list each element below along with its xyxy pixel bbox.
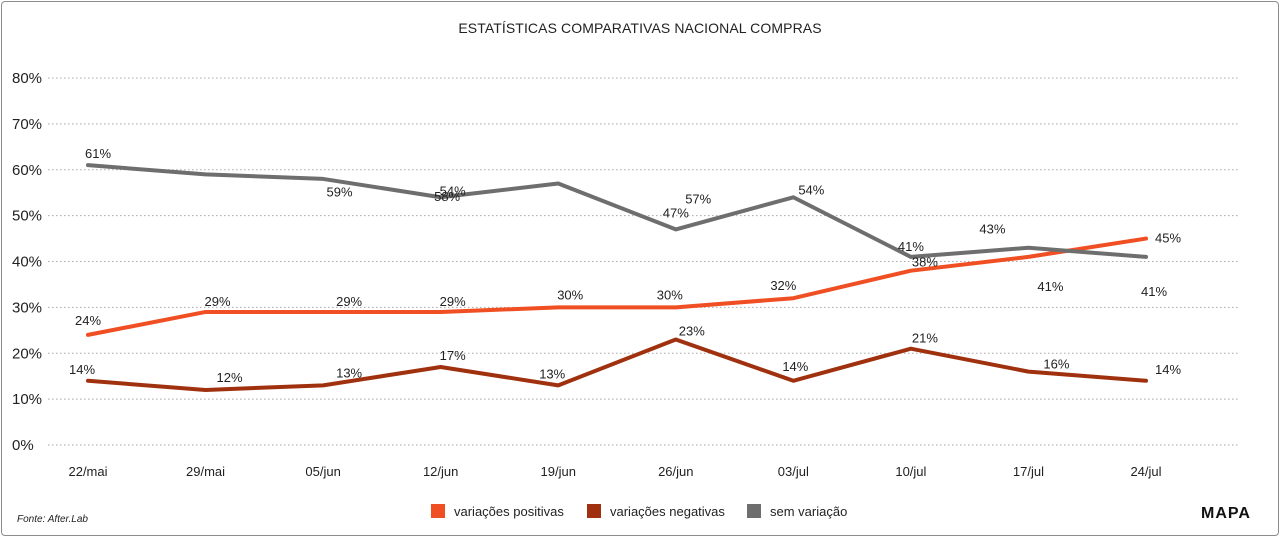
data-label: 59% [327, 184, 353, 199]
y-tick-label: 30% [12, 299, 42, 316]
legend-swatch-sem-variacao [747, 504, 761, 518]
legend-item-variacoes-negativas: variações negativas [587, 501, 725, 521]
data-label: 54% [798, 182, 824, 197]
y-tick-label: 50% [12, 208, 42, 225]
y-tick-label: 0% [12, 437, 34, 454]
data-label: 14% [1155, 362, 1181, 377]
data-label: 29% [440, 294, 466, 309]
data-label: 17% [440, 348, 466, 363]
data-label: 47% [663, 205, 689, 220]
legend-label-sem-variacao: sem variação [770, 503, 848, 519]
y-tick-label: 20% [12, 345, 42, 362]
x-tick-label: 22/mai [68, 464, 107, 479]
legend-swatch-variacoes-positivas [431, 504, 445, 518]
data-label: 45% [1155, 231, 1181, 246]
data-label: 41% [1141, 284, 1167, 299]
mapa-logo: MAPA [1201, 505, 1251, 522]
legend-label-variacoes-negativas: variações negativas [610, 503, 725, 519]
legend: variações positivas variações negativas … [0, 501, 1280, 521]
series-line-0 [86, 236, 1148, 337]
x-tick-label: 29/mai [186, 464, 225, 479]
data-label: 41% [898, 239, 924, 254]
x-tick-label: 10/jul [895, 464, 926, 479]
y-tick-label: 40% [12, 254, 42, 271]
data-label: 29% [336, 294, 362, 309]
source-note: Fonte: After.Lab [17, 514, 88, 525]
data-label: 16% [1043, 357, 1069, 372]
data-label: 23% [679, 323, 705, 338]
x-tick-label: 05/jun [305, 464, 340, 479]
legend-label-variacoes-positivas: variações positivas [454, 503, 564, 519]
data-label: 57% [685, 192, 711, 207]
series-line-1 [86, 337, 1148, 392]
data-label: 21% [912, 331, 938, 346]
data-label: 13% [336, 365, 362, 380]
data-label: 14% [782, 359, 808, 374]
x-tick-label: 26/jun [658, 464, 693, 479]
legend-item-variacoes-positivas: variações positivas [431, 501, 564, 521]
data-label: 24% [75, 313, 101, 328]
x-tick-label: 12/jun [423, 464, 458, 479]
y-tick-label: 10% [12, 391, 42, 408]
x-tick-label: 19/jun [541, 464, 576, 479]
data-label: 43% [979, 222, 1005, 237]
y-tick-label: 60% [12, 162, 42, 179]
data-label: 14% [69, 362, 95, 377]
series-line-2 [86, 163, 1148, 259]
chart-title: ESTATÍSTICAS COMPARATIVAS NACIONAL COMPR… [458, 20, 822, 36]
data-label: 29% [205, 294, 231, 309]
data-label: 54% [440, 183, 466, 198]
y-tick-label: 70% [12, 116, 42, 133]
data-label: 13% [539, 366, 565, 381]
x-tick-label: 17/jul [1013, 464, 1044, 479]
data-label: 61% [85, 146, 111, 161]
data-label: 41% [1037, 279, 1063, 294]
data-label: 58% [434, 189, 460, 204]
legend-item-sem-variacao: sem variação [747, 501, 847, 521]
legend-swatch-variacoes-negativas [587, 504, 601, 518]
y-tick-label: 80% [12, 70, 42, 87]
data-label: 30% [557, 287, 583, 302]
data-label: 30% [657, 287, 683, 302]
data-label: 38% [912, 255, 938, 270]
data-label: 32% [770, 278, 796, 293]
x-tick-label: 03/jul [778, 464, 809, 479]
data-label: 12% [217, 370, 243, 385]
x-tick-label: 24/jul [1130, 464, 1161, 479]
